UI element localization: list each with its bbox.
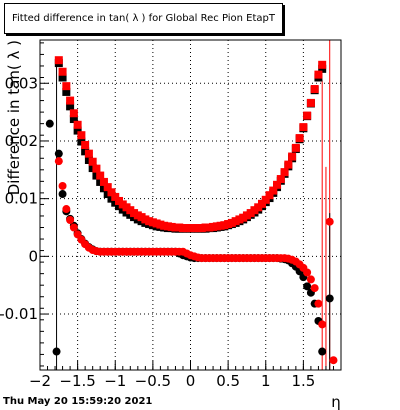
plot-title: Fitted difference in tan( λ ) for Global… bbox=[4, 3, 283, 34]
x-tick-label: 0.5 bbox=[216, 372, 240, 390]
square-marker bbox=[99, 177, 108, 186]
square-marker bbox=[92, 164, 101, 173]
error-bars bbox=[56, 40, 331, 370]
circle-marker bbox=[54, 149, 63, 158]
data-markers bbox=[45, 56, 338, 365]
square-marker bbox=[261, 195, 270, 204]
square-marker bbox=[107, 188, 116, 197]
circle-marker bbox=[45, 119, 54, 128]
square-marker bbox=[310, 85, 319, 94]
square-marker bbox=[88, 157, 97, 166]
circle-marker bbox=[329, 356, 338, 365]
axis-ticks bbox=[39, 42, 334, 370]
square-marker bbox=[54, 56, 63, 65]
circle-marker bbox=[66, 216, 75, 224]
square-marker bbox=[318, 64, 327, 73]
circle-marker bbox=[58, 190, 67, 199]
square-marker bbox=[284, 160, 293, 169]
circle-marker bbox=[69, 223, 78, 232]
circle-marker bbox=[325, 217, 334, 226]
square-marker bbox=[73, 120, 82, 129]
square-marker bbox=[288, 152, 297, 161]
square-marker bbox=[81, 141, 90, 149]
circle-marker bbox=[325, 294, 334, 303]
square-marker bbox=[295, 134, 304, 143]
square-marker bbox=[62, 82, 71, 91]
square-marker bbox=[280, 168, 289, 177]
y-tick-label: 0 bbox=[28, 247, 38, 265]
x-tick-label: 1.5 bbox=[291, 372, 315, 390]
y-tick-label: 0.01 bbox=[5, 190, 38, 208]
square-marker bbox=[299, 123, 308, 132]
square-marker bbox=[69, 115, 78, 124]
x-tick-label: −2 bbox=[29, 372, 51, 390]
square-marker bbox=[73, 126, 82, 135]
x-tick-label: −0.5 bbox=[135, 372, 171, 390]
x-tick-label: −1.5 bbox=[59, 372, 95, 390]
square-marker bbox=[66, 96, 75, 105]
square-marker bbox=[273, 180, 282, 189]
square-marker bbox=[58, 73, 67, 82]
circle-marker bbox=[310, 284, 319, 293]
square-marker bbox=[96, 171, 105, 180]
square-marker bbox=[318, 60, 327, 69]
circle-marker bbox=[54, 157, 63, 166]
square-marker bbox=[303, 111, 312, 120]
circle-marker bbox=[58, 181, 67, 190]
x-tick-label: −1 bbox=[104, 372, 126, 390]
circle-marker bbox=[318, 347, 327, 356]
square-marker bbox=[84, 149, 93, 158]
x-tick-label: 0 bbox=[186, 372, 196, 390]
circle-marker bbox=[303, 282, 312, 291]
x-tick-label: 1 bbox=[261, 372, 271, 390]
grid-lines bbox=[39, 40, 341, 370]
square-marker bbox=[111, 192, 120, 201]
circle-marker bbox=[62, 205, 71, 214]
square-marker bbox=[291, 143, 300, 152]
square-marker bbox=[103, 183, 112, 192]
circle-marker bbox=[318, 320, 327, 329]
y-axis-label: Difference in tan( λ ) bbox=[5, 40, 23, 195]
circle-marker bbox=[314, 299, 323, 308]
square-marker bbox=[265, 191, 274, 200]
square-marker bbox=[306, 98, 315, 107]
y-tick-label: 0.03 bbox=[5, 74, 38, 92]
square-marker bbox=[314, 70, 323, 79]
square-marker bbox=[66, 102, 75, 111]
square-marker bbox=[62, 87, 71, 96]
circle-marker bbox=[52, 347, 61, 356]
square-marker bbox=[269, 186, 278, 195]
circle-marker bbox=[303, 268, 312, 277]
square-marker bbox=[69, 109, 78, 118]
square-marker bbox=[77, 131, 86, 140]
tick-labels: −2 −1.5 −1 −0.5 0 0.5 1 1.5 -0.01 0 0.01 0.02 0.03 bbox=[0, 74, 315, 390]
y-tick-label: -0.01 bbox=[0, 305, 38, 323]
circle-marker bbox=[306, 275, 315, 284]
square-marker bbox=[58, 67, 67, 76]
square-marker bbox=[257, 199, 266, 208]
x-axis-label: η bbox=[331, 393, 341, 410]
timestamp: Thu May 20 15:59:20 2021 bbox=[3, 396, 153, 407]
y-tick-label: 0.02 bbox=[5, 132, 38, 150]
square-marker bbox=[276, 175, 285, 184]
